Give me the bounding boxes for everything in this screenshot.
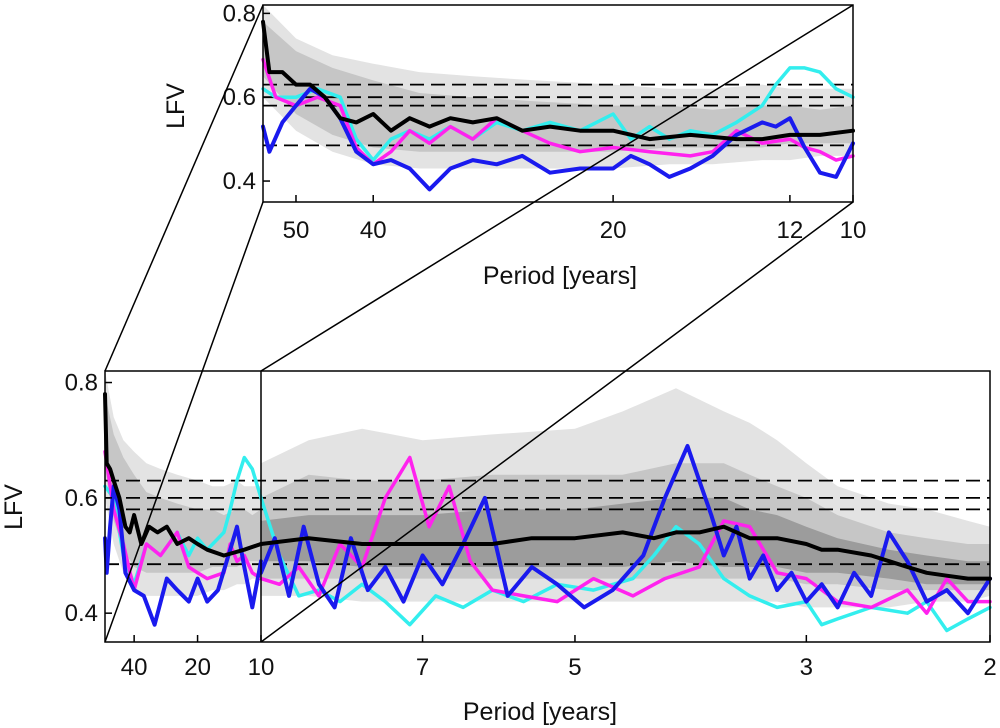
bottom-x-tick-label: 5 [568, 654, 581, 681]
top-y-tick-label: 0.6 [223, 84, 256, 111]
top-x-tick-label: 50 [283, 217, 310, 244]
bottom-left-series-black [103, 392, 263, 558]
top-y-axis-label: LFV [162, 83, 190, 129]
bottom-y-tick-label: 0.6 [65, 485, 98, 512]
connector-line-right [260, 4, 854, 372]
top-x-axis-label: Period [years] [483, 262, 637, 290]
bottom-series-cyan [259, 496, 992, 633]
connector-line-right-lower [260, 201, 854, 643]
top-y-tick-label: 0.4 [223, 168, 256, 195]
bottom-x-tick-label: 7 [416, 654, 429, 681]
bottom-x-ticks: 40 20 10 7 5 3 2 [121, 635, 997, 681]
connector-line-left-lower [104, 201, 264, 643]
top-x-tick-label: 40 [360, 217, 387, 244]
bottom-y-ticks: 0.4 0.6 0.8 [65, 370, 112, 627]
top-panel: 50 40 20 12 10 0.4 0.6 0.8 Period [years] LFV [162, 0, 866, 290]
bottom-x-tick-label: 2 [983, 654, 996, 681]
bottom-left-series-blue [103, 484, 263, 627]
bottom-left-series [103, 392, 263, 627]
top-series [261, 19, 855, 192]
bottom-panel: 40 20 10 7 5 3 2 0.4 0.6 0.8 Period [years] LFV [0, 370, 997, 726]
connector-line-left [104, 4, 264, 372]
top-x-tick-label: 20 [600, 217, 627, 244]
top-series-cyan [261, 66, 855, 162]
bottom-x-tick-label: 20 [184, 654, 211, 681]
top-series-black [261, 19, 855, 142]
band-inner-left-1 [105, 394, 261, 573]
bottom-left-series-magenta [103, 449, 263, 592]
bottom-y-axis-label: LFV [0, 484, 28, 530]
bottom-series-magenta [259, 455, 992, 615]
top-x-tick-label: 12 [777, 217, 804, 244]
bottom-x-tick-label: 3 [800, 654, 813, 681]
bottom-y-tick-label: 0.4 [65, 600, 98, 627]
top-frame [262, 4, 854, 203]
top-x-ticks: 50 40 20 12 10 [283, 195, 867, 244]
bottom-series-blue [259, 444, 992, 616]
bottom-bands [105, 371, 990, 608]
bottom-reference-lines [105, 479, 990, 566]
bottom-x-axis-label: Period [years] [463, 698, 617, 726]
bottom-x-tick-label: 40 [121, 654, 148, 681]
bottom-y-tick-label: 0.8 [65, 370, 98, 397]
zoom-connectors [104, 4, 854, 643]
top-x-tick-label: 10 [840, 217, 867, 244]
top-y-ticks: 0.4 0.6 0.8 [223, 0, 270, 195]
bottom-x-tick-label: 10 [248, 654, 275, 681]
top-y-tick-label: 0.8 [223, 0, 256, 27]
bottom-series-black [259, 524, 992, 581]
bottom-series [259, 444, 992, 633]
band-dark-2 [261, 497, 990, 585]
bottom-frame [104, 370, 991, 643]
